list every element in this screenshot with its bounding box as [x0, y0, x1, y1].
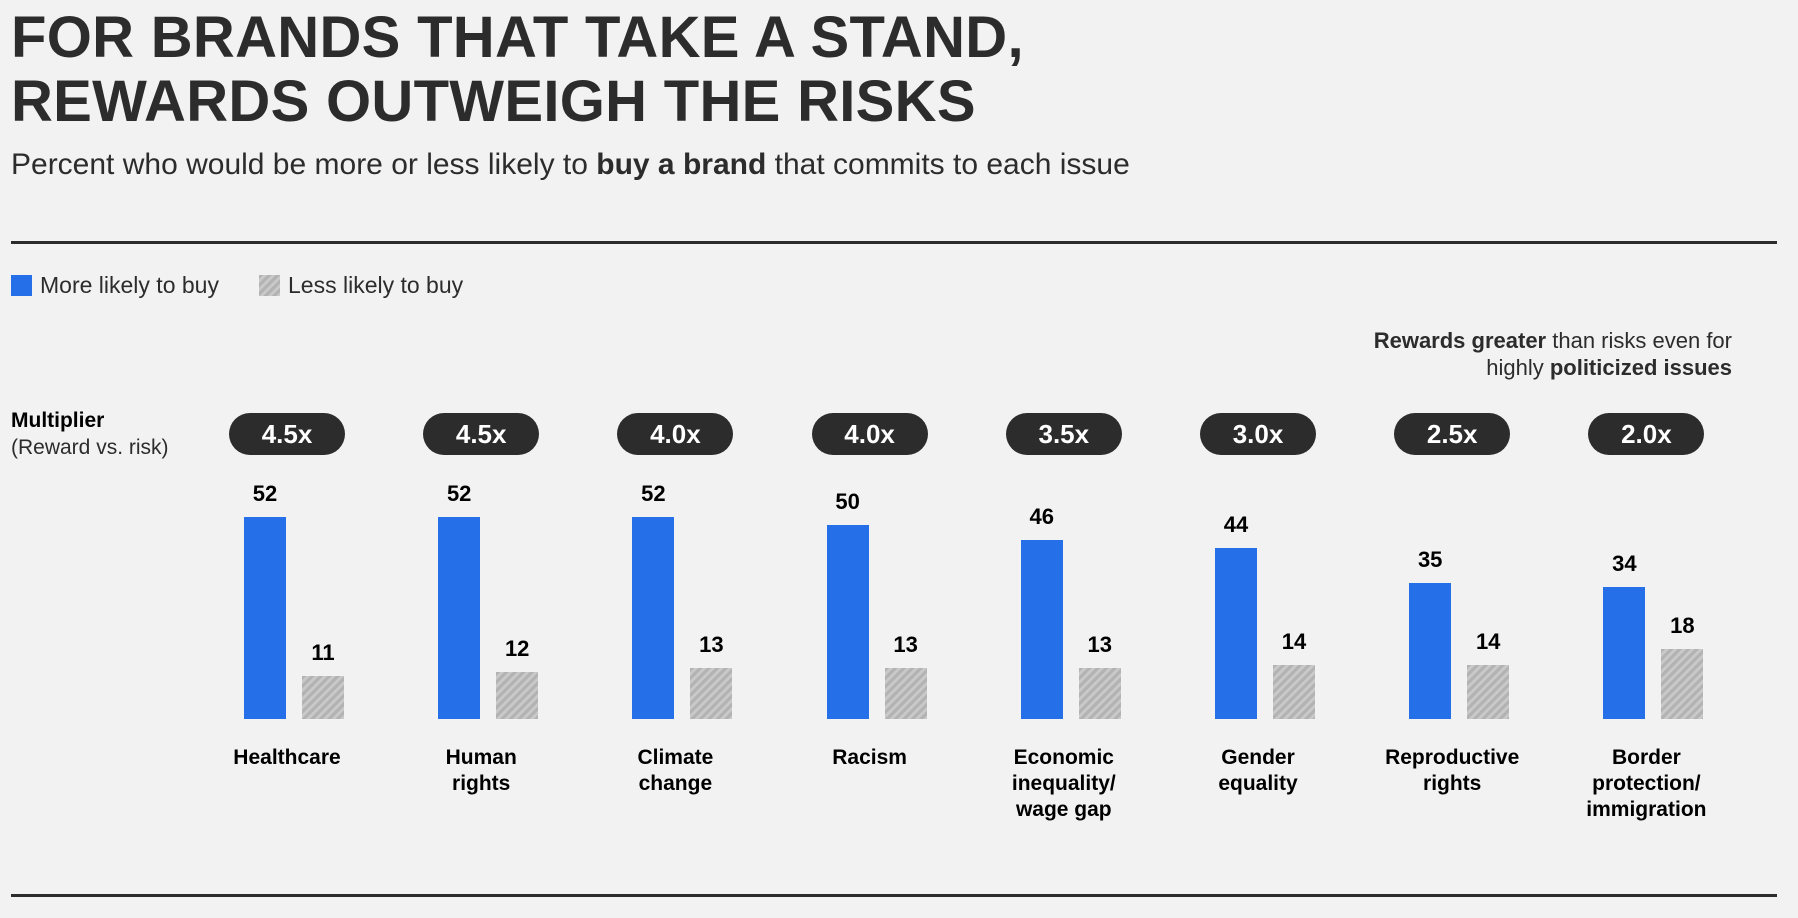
multiplier-pill: 3.5x [1005, 413, 1122, 455]
multiplier-pill: 4.0x [811, 413, 928, 455]
chart-subtitle: Percent who would be more or less likely… [11, 148, 1130, 182]
category-label: Human rights [445, 746, 517, 795]
multiplier-pill: 2.0x [1588, 413, 1705, 455]
multiplier-label: Multiplier (Reward vs. risk) [11, 407, 169, 461]
bar-less-likely [690, 668, 733, 719]
bar-more-likely [1409, 583, 1452, 719]
category-label: Border protection/ immigration [1586, 746, 1707, 821]
value-label-more: 50 [835, 488, 860, 514]
legend-swatch-more [11, 275, 32, 296]
bar-less-likely [1078, 668, 1121, 719]
bar-less-likely [884, 668, 927, 719]
value-label-more: 35 [1417, 547, 1443, 573]
category-label: Economic inequality/ wage gap [1011, 746, 1116, 821]
top-divider [11, 241, 1777, 244]
value-label-less: 18 [1670, 613, 1695, 639]
bar-less-likely [302, 676, 344, 719]
annotation: Rewards greater than risks even for high… [1374, 327, 1732, 381]
subtitle-bold: buy a brand [596, 148, 767, 181]
multiplier-pill: 2.5x [1394, 413, 1511, 455]
multiplier-pill: 4.5x [423, 413, 540, 455]
bar-more-likely [1603, 586, 1646, 719]
value-label-less: 14 [1475, 628, 1501, 654]
value-label-less: 13 [893, 632, 918, 658]
category-label: Reproductive rights [1385, 746, 1520, 795]
bar-more-likely [244, 516, 286, 719]
multiplier-subtitle: (Reward vs. risk) [11, 436, 169, 459]
value-label-less: 12 [504, 636, 530, 662]
bottom-divider [11, 894, 1777, 897]
annotation-text-2: highly [1486, 355, 1550, 380]
category-label: Gender equality [1218, 746, 1298, 795]
bar-less-likely [1467, 664, 1510, 719]
chart-title: FOR BRANDS THAT TAKE A STAND, REWARDS OU… [11, 6, 1024, 134]
multiplier-pill: 4.5x [229, 413, 345, 455]
subtitle-text-end: that commits to each issue [766, 148, 1130, 181]
category-label: Racism [832, 746, 907, 769]
value-label-more: 52 [641, 480, 666, 506]
bar-more-likely [826, 524, 869, 719]
value-label-less: 14 [1281, 628, 1307, 654]
multiplier-title: Multiplier [11, 409, 105, 432]
legend-less: Less likely to buy [259, 272, 463, 299]
value-label-less: 13 [1087, 632, 1113, 658]
legend-more: More likely to buy [11, 272, 219, 299]
title-line-2: REWARDS OUTWEIGH THE RISKS [11, 69, 976, 134]
legend-swatch-less [259, 275, 280, 296]
annotation-bold-1: Rewards greater [1373, 328, 1547, 353]
title-line-1: FOR BRANDS THAT TAKE A STAND, [11, 5, 1024, 70]
bar-less-likely [1661, 649, 1704, 719]
category-label: Healthcare [233, 746, 341, 769]
bar-more-likely [632, 516, 675, 719]
bar-more-likely [1020, 540, 1063, 719]
value-label-more: 52 [252, 480, 278, 506]
subtitle-text: Percent who would be more or less likely… [11, 148, 597, 181]
value-label-more: 52 [446, 480, 472, 506]
value-label-less: 13 [699, 632, 724, 658]
annotation-text-1: than risks even for [1546, 328, 1732, 353]
value-label-more: 44 [1223, 512, 1249, 538]
bar-more-likely [438, 516, 481, 719]
value-label-more: 46 [1029, 504, 1055, 530]
value-label-less: 11 [311, 640, 335, 666]
legend-label-less: Less likely to buy [288, 272, 464, 298]
category-label: Climate change [637, 746, 714, 795]
multiplier-pill: 4.0x [617, 413, 734, 455]
bar-less-likely [1273, 664, 1315, 719]
annotation-bold-2: politicized issues [1549, 355, 1732, 380]
bar-less-likely [496, 672, 539, 719]
bar-more-likely [1215, 548, 1257, 719]
value-label-more: 34 [1612, 550, 1637, 576]
legend-label-more: More likely to buy [40, 272, 219, 298]
multiplier-pill: 3.0x [1200, 413, 1316, 455]
